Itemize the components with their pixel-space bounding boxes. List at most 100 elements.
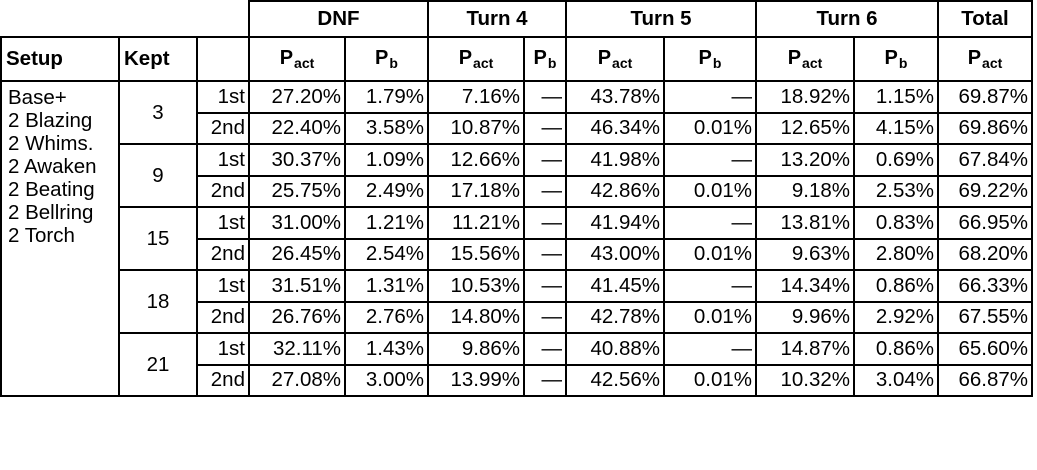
group-header-turn4: Turn 4	[427, 0, 567, 38]
value-cell: 67.55%	[937, 300, 1033, 334]
p-symbol: P	[375, 47, 389, 69]
subscript-act: act	[473, 55, 494, 71]
value-cell: 66.95%	[937, 206, 1033, 239]
column-header-order	[196, 36, 250, 82]
column-header-p-b: Pb	[523, 36, 567, 82]
subscript-act: act	[982, 55, 1003, 71]
order-cell: 1st	[196, 332, 250, 365]
order-cell: 1st	[196, 206, 250, 239]
value-cell: —	[523, 269, 567, 302]
value-cell: 0.01%	[663, 237, 757, 271]
p-symbol: P	[279, 47, 294, 69]
order-cell: 1st	[196, 80, 250, 113]
value-cell: 0.86%	[853, 332, 939, 365]
table-row: 21 1st 32.11% 1.43% 9.86% —40.88% —14.87% 0.86%…	[1, 332, 1033, 397]
value-cell: 12.66%	[427, 143, 525, 176]
order-cell: 2nd	[196, 363, 250, 397]
value-cell: 13.81%	[755, 206, 855, 239]
column-header-p-b: Pb	[663, 36, 757, 82]
column-header-p-b: Pb	[344, 36, 429, 82]
order-cell: 2nd	[196, 111, 250, 145]
table-row: 15 1st 31.00% 1.21% 11.21% —41.94% —13.81% 0.83…	[1, 206, 1033, 271]
value-cell: 0.01%	[663, 300, 757, 334]
value-cell: 0.86%	[853, 269, 939, 302]
p-symbol: P	[533, 47, 547, 69]
value-cell: 2.49%	[344, 174, 429, 208]
table-row: 18 1st 31.51% 1.31% 10.53% —41.45% —14.34% 0.86…	[1, 269, 1033, 334]
column-header-kept: Kept	[118, 36, 198, 82]
table-row: 2nd 27.08% 3.00% 13.99% —42.56% 0.01% 10.32% 3.…	[1, 363, 1033, 397]
value-cell: 3.04%	[853, 363, 939, 397]
column-header-setup: Setup	[0, 36, 120, 82]
kept-cell: 15	[118, 206, 198, 271]
order-cell: 2nd	[196, 300, 250, 334]
order-cell: 2nd	[196, 174, 250, 208]
value-cell: 9.18%	[755, 174, 855, 208]
value-cell: 40.88%	[565, 332, 665, 365]
value-cell: 10.32%	[755, 363, 855, 397]
value-cell: 46.34%	[565, 111, 665, 145]
value-cell: 14.34%	[755, 269, 855, 302]
value-cell: 3.00%	[344, 363, 429, 397]
value-cell: —	[663, 143, 757, 176]
group-header-turn6: Turn 6	[755, 0, 939, 38]
value-cell: 26.76%	[248, 300, 346, 334]
results-table: DNF Turn 4 Turn 5 Turn 6 Total Setup Kept…	[0, 0, 1033, 397]
table-row: 9 1st 30.37% 1.09% 12.66% —41.98% —13.20% 0.69%…	[1, 143, 1033, 208]
value-cell: 0.01%	[663, 174, 757, 208]
value-cell: 7.16%	[427, 80, 525, 113]
value-cell: 0.69%	[853, 143, 939, 176]
setup-cell: Base+ 2 Blazing 2 Whims. 2 Awaken 2 Beat…	[0, 80, 120, 397]
value-cell: —	[663, 269, 757, 302]
value-cell: 1.31%	[344, 269, 429, 302]
table-row: Base+ 2 Blazing 2 Whims. 2 Awaken 2 Beat…	[0, 80, 1033, 397]
value-cell: 68.20%	[937, 237, 1033, 271]
subscript-b: b	[389, 55, 398, 71]
value-cell: 1.09%	[344, 143, 429, 176]
value-cell: 12.65%	[755, 111, 855, 145]
corner-blank	[197, 1, 250, 38]
value-cell: —	[523, 80, 567, 113]
value-cell: 13.99%	[427, 363, 525, 397]
value-cell: —	[523, 206, 567, 239]
group-header-dnf: DNF	[248, 0, 429, 38]
value-cell: 15.56%	[427, 237, 525, 271]
p-symbol: P	[884, 47, 898, 69]
table-row: 2nd 25.75% 2.49% 17.18% —42.86% 0.01% 9.18% 2.5…	[1, 174, 1033, 208]
value-cell: 27.20%	[248, 80, 346, 113]
value-cell: 9.96%	[755, 300, 855, 334]
value-cell: 32.11%	[248, 332, 346, 365]
value-cell: 42.78%	[565, 300, 665, 334]
column-header-p-act: Pact	[937, 36, 1033, 82]
column-header-p-act: Pact	[427, 36, 525, 82]
value-cell: 17.18%	[427, 174, 525, 208]
p-symbol: P	[787, 47, 802, 69]
column-header-p-b: Pb	[853, 36, 939, 82]
value-cell: —	[523, 111, 567, 145]
value-cell: 66.33%	[937, 269, 1033, 302]
value-cell: 65.60%	[937, 332, 1033, 365]
kept-cell: 9	[118, 143, 198, 208]
value-cell: 26.45%	[248, 237, 346, 271]
p-symbol: P	[458, 47, 473, 69]
value-cell: —	[663, 80, 757, 113]
value-cell: —	[523, 332, 567, 365]
value-cell: 27.08%	[248, 363, 346, 397]
group-header-turn5: Turn 5	[565, 0, 757, 38]
table-row: 2nd 26.45% 2.54% 15.56% —43.00% 0.01% 9.63% 2.8…	[1, 237, 1033, 271]
value-cell: 2.92%	[853, 300, 939, 334]
value-cell: 1.43%	[344, 332, 429, 365]
value-cell: 31.51%	[248, 269, 346, 302]
subscript-b: b	[898, 55, 908, 71]
value-cell: 2.76%	[344, 300, 429, 334]
value-cell: 31.00%	[248, 206, 346, 239]
value-cell: 42.86%	[565, 174, 665, 208]
value-cell: 13.20%	[755, 143, 855, 176]
value-cell: 43.78%	[565, 80, 665, 113]
value-cell: 0.83%	[853, 206, 939, 239]
kept-cell: 3	[118, 80, 198, 145]
value-cell: 30.37%	[248, 143, 346, 176]
value-cell: 2.53%	[853, 174, 939, 208]
value-cell: —	[663, 206, 757, 239]
